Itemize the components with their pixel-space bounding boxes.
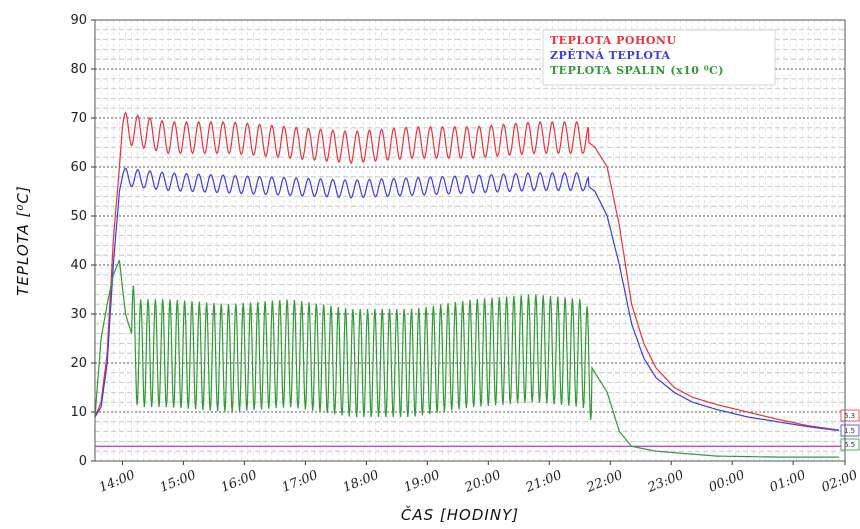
y-tick-label: 40	[70, 258, 87, 273]
plot-background	[95, 20, 845, 461]
plot-frame	[94, 19, 846, 462]
series-line-1	[94, 167, 839, 432]
end-value-badge	[840, 409, 860, 422]
y-tick-label: 0	[79, 454, 87, 469]
y-tick-label: 30	[70, 307, 87, 322]
grid	[94, 19, 845, 462]
series-line-2	[94, 259, 839, 458]
x-tick-label: 00:00	[707, 468, 747, 496]
x-axis-title: ČAS [HODINY]	[401, 505, 519, 524]
legend-box	[542, 29, 776, 86]
legend-entry: TEPLOTA SPALIN (x10 ⁰C)	[550, 64, 724, 77]
legend-entry: TEPLOTA POHONU	[550, 34, 677, 47]
legend-entry: ZPĚTNÁ TEPLOTA	[550, 48, 671, 62]
end-value-label: 6.3	[844, 412, 855, 420]
x-tick-label: 19:00	[402, 468, 442, 496]
x-tick-label: 15:00	[158, 468, 198, 496]
x-tick-label: 02:00	[820, 468, 860, 496]
end-labels: 6.3 1.5 6.5	[840, 409, 860, 451]
x-tick-label: 21:00	[523, 468, 564, 496]
y-tick-label: 60	[70, 160, 87, 175]
end-value-badge	[840, 424, 860, 437]
y-tick-label: 80	[70, 62, 87, 77]
x-tick-label: 23:00	[645, 468, 686, 496]
end-value-badge	[840, 438, 860, 451]
y-tick-label: 10	[70, 405, 87, 420]
x-tick-label: 14:00	[97, 468, 137, 496]
x-tick-label: 17:00	[280, 468, 320, 496]
y-tick-label: 70	[70, 111, 87, 126]
x-tick-label: 18:00	[341, 468, 381, 496]
y-axis-title: TEPLOTA [⁰C]	[14, 185, 32, 295]
y-tick-label: 20	[70, 356, 87, 371]
y-tick-label: 90	[70, 13, 87, 28]
x-tick-label: 20:00	[462, 468, 503, 496]
x-tick-label: 22:00	[584, 468, 625, 496]
series-line-0	[94, 111, 839, 431]
x-tick-label: 01:00	[768, 468, 808, 496]
y-tick-label: 50	[70, 209, 87, 224]
x-axis-ticks: 14:00 15:00 16:00 17:00 18:00 19:00 20:00 21:00…	[97, 461, 860, 496]
series-layer	[94, 111, 845, 458]
x-tick-label: 16:00	[219, 468, 259, 496]
y-axis-ticks: 0 10 20 30 40 50 60 70 80 90	[70, 13, 95, 469]
end-value-label: 6.5	[844, 441, 855, 449]
end-value-label: 1.5	[844, 427, 855, 435]
